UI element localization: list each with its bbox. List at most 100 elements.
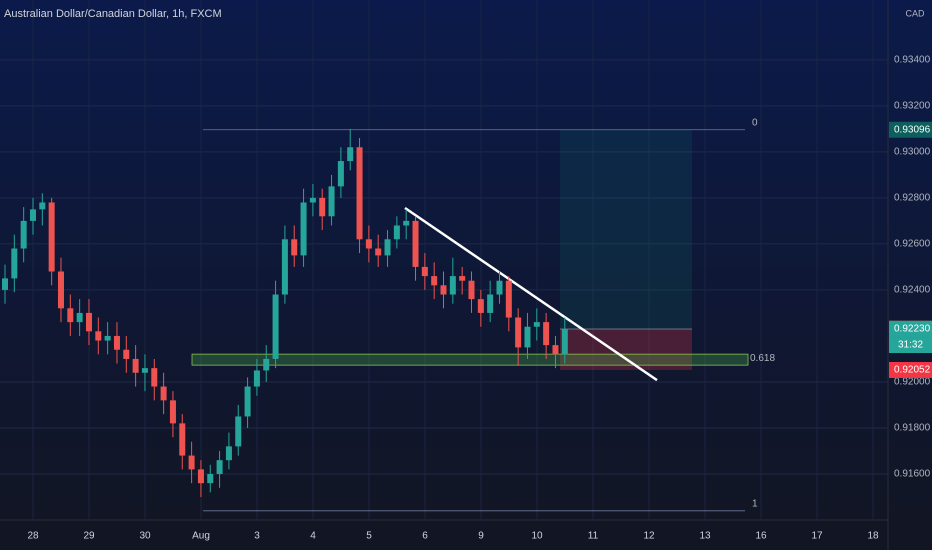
candle-body	[468, 280, 475, 300]
candle-body	[533, 322, 540, 327]
candle-body	[347, 147, 354, 162]
candle-body	[552, 345, 559, 355]
price-tag-label: 0.92230	[894, 324, 931, 335]
candle-body	[67, 308, 74, 323]
candle-body	[449, 276, 456, 295]
x-tick-label: 11	[588, 531, 599, 542]
candle-body	[235, 416, 242, 447]
fib-label: 0	[752, 117, 758, 128]
y-tick-label: 0.93200	[894, 100, 931, 111]
candle-body	[2, 278, 8, 290]
chart-title: Australian Dollar/Canadian Dollar, 1h, F…	[4, 8, 222, 20]
candle-body	[375, 248, 382, 256]
candle-body	[487, 294, 494, 313]
candle-body	[48, 202, 55, 272]
candle-body	[160, 386, 167, 401]
x-tick-label: 16	[755, 531, 767, 542]
candle-body	[524, 326, 531, 348]
candle-body	[225, 446, 232, 461]
target-zone	[560, 129, 692, 330]
candle-body	[104, 335, 111, 341]
fib-label: 1	[752, 498, 758, 509]
fib-zone	[191, 353, 749, 366]
y-tick-label: 0.93400	[894, 54, 931, 65]
candle-body	[123, 349, 130, 359]
candle-body	[356, 147, 363, 240]
x-tick-label: 12	[643, 531, 655, 542]
y-tick-label: 0.92400	[894, 285, 931, 296]
candle-body	[169, 400, 176, 424]
candle-body	[281, 239, 288, 295]
candle-body	[477, 299, 484, 313]
candle-body	[496, 280, 503, 295]
candle-body	[132, 358, 139, 373]
price-tag-label: 0.93096	[894, 124, 931, 135]
candle-body	[207, 473, 214, 484]
y-tick-label: 0.92800	[894, 193, 931, 204]
candle-body	[421, 266, 428, 277]
price-tag	[889, 361, 932, 378]
candle-body	[431, 276, 438, 286]
trendline	[404, 206, 658, 382]
x-tick-label: 3	[254, 531, 260, 542]
candle-body	[197, 469, 204, 484]
candle-body	[403, 220, 410, 226]
candle-body	[384, 239, 391, 256]
candle-body	[328, 186, 335, 217]
candle-body	[337, 161, 344, 187]
currency[interactable]: CAD	[905, 8, 925, 18]
candle-body	[85, 312, 92, 332]
price-tag	[889, 121, 932, 138]
candle-body	[11, 248, 18, 279]
candle-body	[253, 370, 260, 387]
countdown: 31:32	[898, 340, 923, 351]
candle-body	[393, 225, 400, 240]
x-tick-label: 9	[478, 531, 484, 542]
y-tick-label: 0.91800	[894, 423, 931, 434]
x-tick-label: 4	[310, 531, 316, 542]
candle-body	[561, 329, 568, 355]
countdown-tag	[889, 337, 932, 354]
candle-body	[76, 312, 83, 323]
candle-body	[459, 276, 466, 281]
x-tick-label: 17	[811, 531, 823, 542]
candle-body	[505, 280, 512, 318]
x-tick-label: Aug	[192, 531, 210, 542]
stop-zone	[560, 329, 692, 370]
candle-body	[151, 368, 158, 387]
y-tick-label: 0.91600	[894, 469, 931, 480]
candle-body	[543, 322, 550, 346]
x-tick-label: 5	[366, 531, 372, 542]
candle-body	[440, 285, 447, 295]
x-tick-label: 30	[139, 531, 151, 542]
candle-body	[319, 197, 326, 217]
candle-body	[515, 317, 522, 348]
candle-body	[412, 220, 419, 267]
candle-body	[300, 202, 307, 256]
price-tag	[889, 321, 932, 338]
candle-body	[57, 271, 64, 309]
candle-body	[29, 209, 36, 221]
candle-body	[39, 202, 46, 210]
y-tick-label: 0.92000	[894, 377, 931, 388]
candle-body	[365, 239, 372, 249]
candle-body	[272, 294, 279, 359]
candle-body	[141, 368, 148, 373]
candle-body	[113, 335, 120, 350]
x-tick-label: 10	[531, 531, 543, 542]
fib-label: 0.618	[750, 353, 775, 364]
candle-body	[179, 423, 186, 456]
x-tick-label: 28	[27, 531, 39, 542]
candle-body	[20, 220, 27, 249]
candle-body	[216, 460, 223, 474]
candle-body	[95, 331, 102, 341]
x-tick-label: 13	[699, 531, 711, 542]
x-tick-label: 18	[867, 531, 879, 542]
candle-body	[309, 197, 316, 203]
x-tick-label: 29	[83, 531, 95, 542]
candle-body	[291, 239, 298, 256]
candle-body	[188, 455, 195, 470]
